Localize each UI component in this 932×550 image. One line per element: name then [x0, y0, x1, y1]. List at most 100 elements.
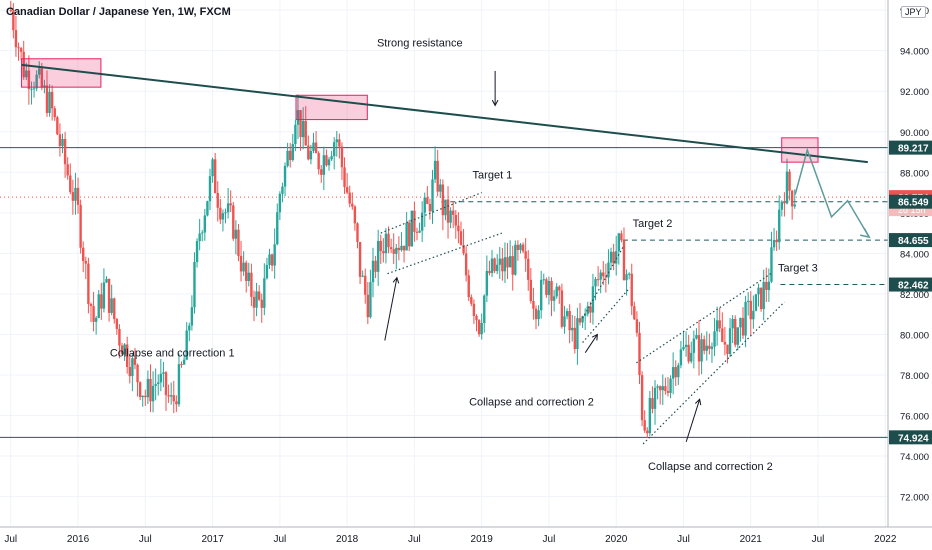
- candle-body: [449, 210, 452, 223]
- pointer-arrow: [685, 399, 701, 443]
- candle-body: [542, 279, 545, 281]
- candle-body: [470, 297, 473, 304]
- chart-title: Canadian Dollar / Japanese Yen, 1W, FXCM: [6, 6, 231, 18]
- candle-body: [9, 10, 12, 12]
- candle-body: [578, 318, 582, 323]
- price-tick-label: 76.000: [900, 412, 929, 423]
- candle-body: [521, 244, 525, 252]
- currency-button[interactable]: JPY: [901, 6, 926, 18]
- candle-body: [379, 240, 382, 252]
- candle-body: [172, 395, 175, 402]
- candle-body: [283, 165, 287, 187]
- channel-line: [582, 246, 624, 319]
- candle-body: [415, 231, 419, 233]
- price-label-text: 86.549: [898, 198, 929, 209]
- candle-body: [63, 138, 67, 165]
- price-label-text: 82.462: [898, 281, 929, 292]
- candle-body: [374, 260, 377, 272]
- candle-body: [162, 372, 165, 374]
- candle-body: [454, 214, 457, 226]
- candle-body: [583, 313, 587, 317]
- candle-body: [431, 179, 434, 212]
- candle-body: [149, 378, 152, 402]
- candle-body: [154, 384, 157, 386]
- candle-body: [638, 332, 641, 376]
- candle-body: [348, 192, 351, 204]
- time-axis-bg: [0, 527, 932, 550]
- candle-body: [498, 258, 501, 265]
- channel-line: [636, 273, 772, 364]
- candle-body: [128, 367, 131, 377]
- price-label-text: 74.924: [898, 433, 929, 444]
- candle-body: [260, 299, 263, 308]
- candle-body: [630, 273, 633, 307]
- candle-body: [213, 159, 217, 193]
- candle-body: [376, 240, 380, 272]
- price-label-text: 84.655: [898, 236, 929, 247]
- candle-body: [783, 201, 786, 204]
- candle-body: [607, 262, 610, 278]
- price-axis: 96.00094.00092.00090.00088.00086.00084.0…: [887, 0, 932, 550]
- candle-body: [159, 373, 163, 383]
- candle-body: [653, 387, 657, 409]
- candle-body: [384, 233, 388, 254]
- price-label-tag: [889, 233, 932, 248]
- candle-body: [138, 382, 142, 398]
- candle-body: [560, 290, 564, 327]
- candle-body: [723, 341, 727, 345]
- candle-body: [488, 270, 491, 274]
- candle-body: [169, 395, 173, 397]
- candle-body: [568, 311, 571, 331]
- arrow-head-icon: [491, 99, 499, 107]
- channel-line: [582, 287, 631, 343]
- candle-body: [413, 210, 416, 232]
- candle-body: [793, 204, 796, 207]
- candle-body: [133, 358, 137, 365]
- candle-body: [164, 372, 168, 396]
- candle-body: [369, 282, 372, 318]
- candle-body: [485, 270, 489, 296]
- candle-body: [69, 175, 72, 193]
- candle-body: [617, 233, 621, 252]
- candle-body: [27, 70, 31, 90]
- candle-body: [340, 146, 344, 168]
- candles: [9, 1, 796, 438]
- candle-body: [475, 315, 478, 321]
- candle-body: [30, 88, 33, 90]
- candle-body: [224, 212, 227, 214]
- candle-body: [408, 222, 411, 247]
- candle-body: [651, 398, 654, 409]
- candle-body: [320, 169, 323, 175]
- candle-body: [206, 201, 209, 216]
- candle-body: [345, 187, 349, 193]
- countdown-text: 2d 15h: [898, 205, 926, 215]
- candle-body: [358, 241, 362, 277]
- candle-body: [767, 281, 771, 290]
- candle-body: [534, 308, 538, 320]
- candle-body: [351, 203, 354, 207]
- drawings: [21, 58, 871, 445]
- candle-body: [332, 142, 336, 157]
- candle-body: [508, 256, 512, 268]
- candle-body: [92, 306, 95, 322]
- candle-body: [304, 120, 307, 146]
- candle-body: [677, 365, 680, 378]
- candle-body: [343, 167, 346, 188]
- candle-body: [731, 318, 734, 329]
- annotation-label: Target 3: [778, 263, 818, 275]
- candle-body: [100, 294, 103, 309]
- candle-body: [56, 117, 59, 135]
- candle-body: [182, 359, 186, 365]
- candle-body: [625, 274, 628, 281]
- candle-body: [268, 254, 271, 265]
- price-tick-label: 90.000: [900, 128, 929, 139]
- candle-body: [289, 150, 292, 161]
- candle-body: [255, 291, 258, 308]
- candle-body: [216, 192, 219, 208]
- candle-body: [436, 160, 439, 192]
- price-tick-label: 92.000: [900, 87, 929, 98]
- candle-body: [604, 276, 608, 278]
- candle-body: [472, 303, 476, 316]
- candle-body: [759, 287, 763, 310]
